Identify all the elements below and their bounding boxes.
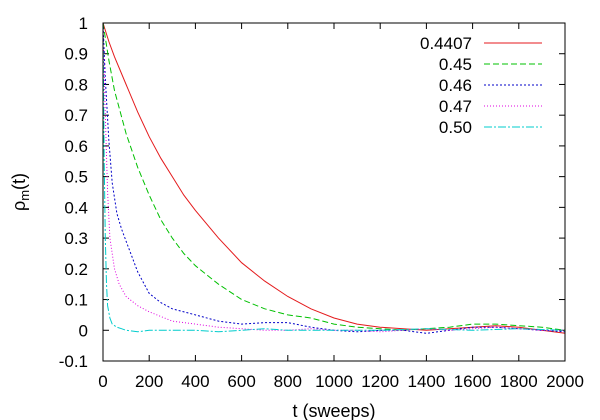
series-line-0.4407: [102, 22, 566, 334]
series-layer: [102, 22, 566, 334]
x-tick-label: 1200: [361, 372, 399, 391]
legend-label: 0.4407: [420, 34, 472, 53]
legend-label: 0.47: [439, 97, 472, 116]
x-tick-label: 200: [135, 372, 163, 391]
x-axis-label: t (sweeps): [292, 401, 375, 420]
y-tick-label: 0.1: [64, 291, 88, 310]
legend-label: 0.46: [439, 76, 472, 95]
y-axis-label: ρm(t): [9, 173, 32, 211]
series-line-0.50: [102, 22, 566, 333]
y-tick-label: 0.6: [64, 137, 88, 156]
x-tick-label: 1800: [500, 372, 538, 391]
y-tick-label: 0: [79, 321, 88, 340]
x-tick-label: 1600: [454, 372, 492, 391]
x-tick-label: 1400: [407, 372, 445, 391]
legend: 0.4407 0.45 0.46 0.47 0.50: [420, 34, 542, 137]
x-tick-label: 400: [181, 372, 209, 391]
x-tick-label: 800: [274, 372, 302, 391]
x-tick-label: 0: [98, 372, 107, 391]
x-tick-label: 2000: [546, 372, 584, 391]
x-tick-label: 600: [227, 372, 255, 391]
y-tick-label: 0.3: [64, 229, 88, 248]
series-line-0.46: [102, 22, 566, 334]
y-tick-label: -0.1: [59, 352, 88, 371]
y-tick-label: 0.7: [64, 106, 88, 125]
y-axis-label-suffix: (t): [9, 173, 29, 190]
legend-label: 0.45: [439, 55, 472, 74]
legend-label: 0.50: [439, 118, 472, 137]
ticks-layer: 0 200 400 600 800 1000 1200 1400 1600 1800 2000 -0.…: [59, 14, 584, 391]
x-tick-label: 1000: [315, 372, 353, 391]
y-tick-label: 0.5: [64, 168, 88, 187]
y-tick-label: 0.8: [64, 75, 88, 94]
y-tick-label: 0.9: [64, 45, 88, 64]
y-tick-label: 0.4: [64, 198, 88, 217]
series-line-0.45: [102, 22, 566, 331]
plot-frame: [102, 22, 566, 362]
y-axis-label-main: ρ: [9, 201, 29, 211]
y-tick-label: 0.2: [64, 260, 88, 279]
y-axis-label-sub: m: [17, 190, 32, 201]
y-tick-label: 1: [79, 14, 88, 33]
